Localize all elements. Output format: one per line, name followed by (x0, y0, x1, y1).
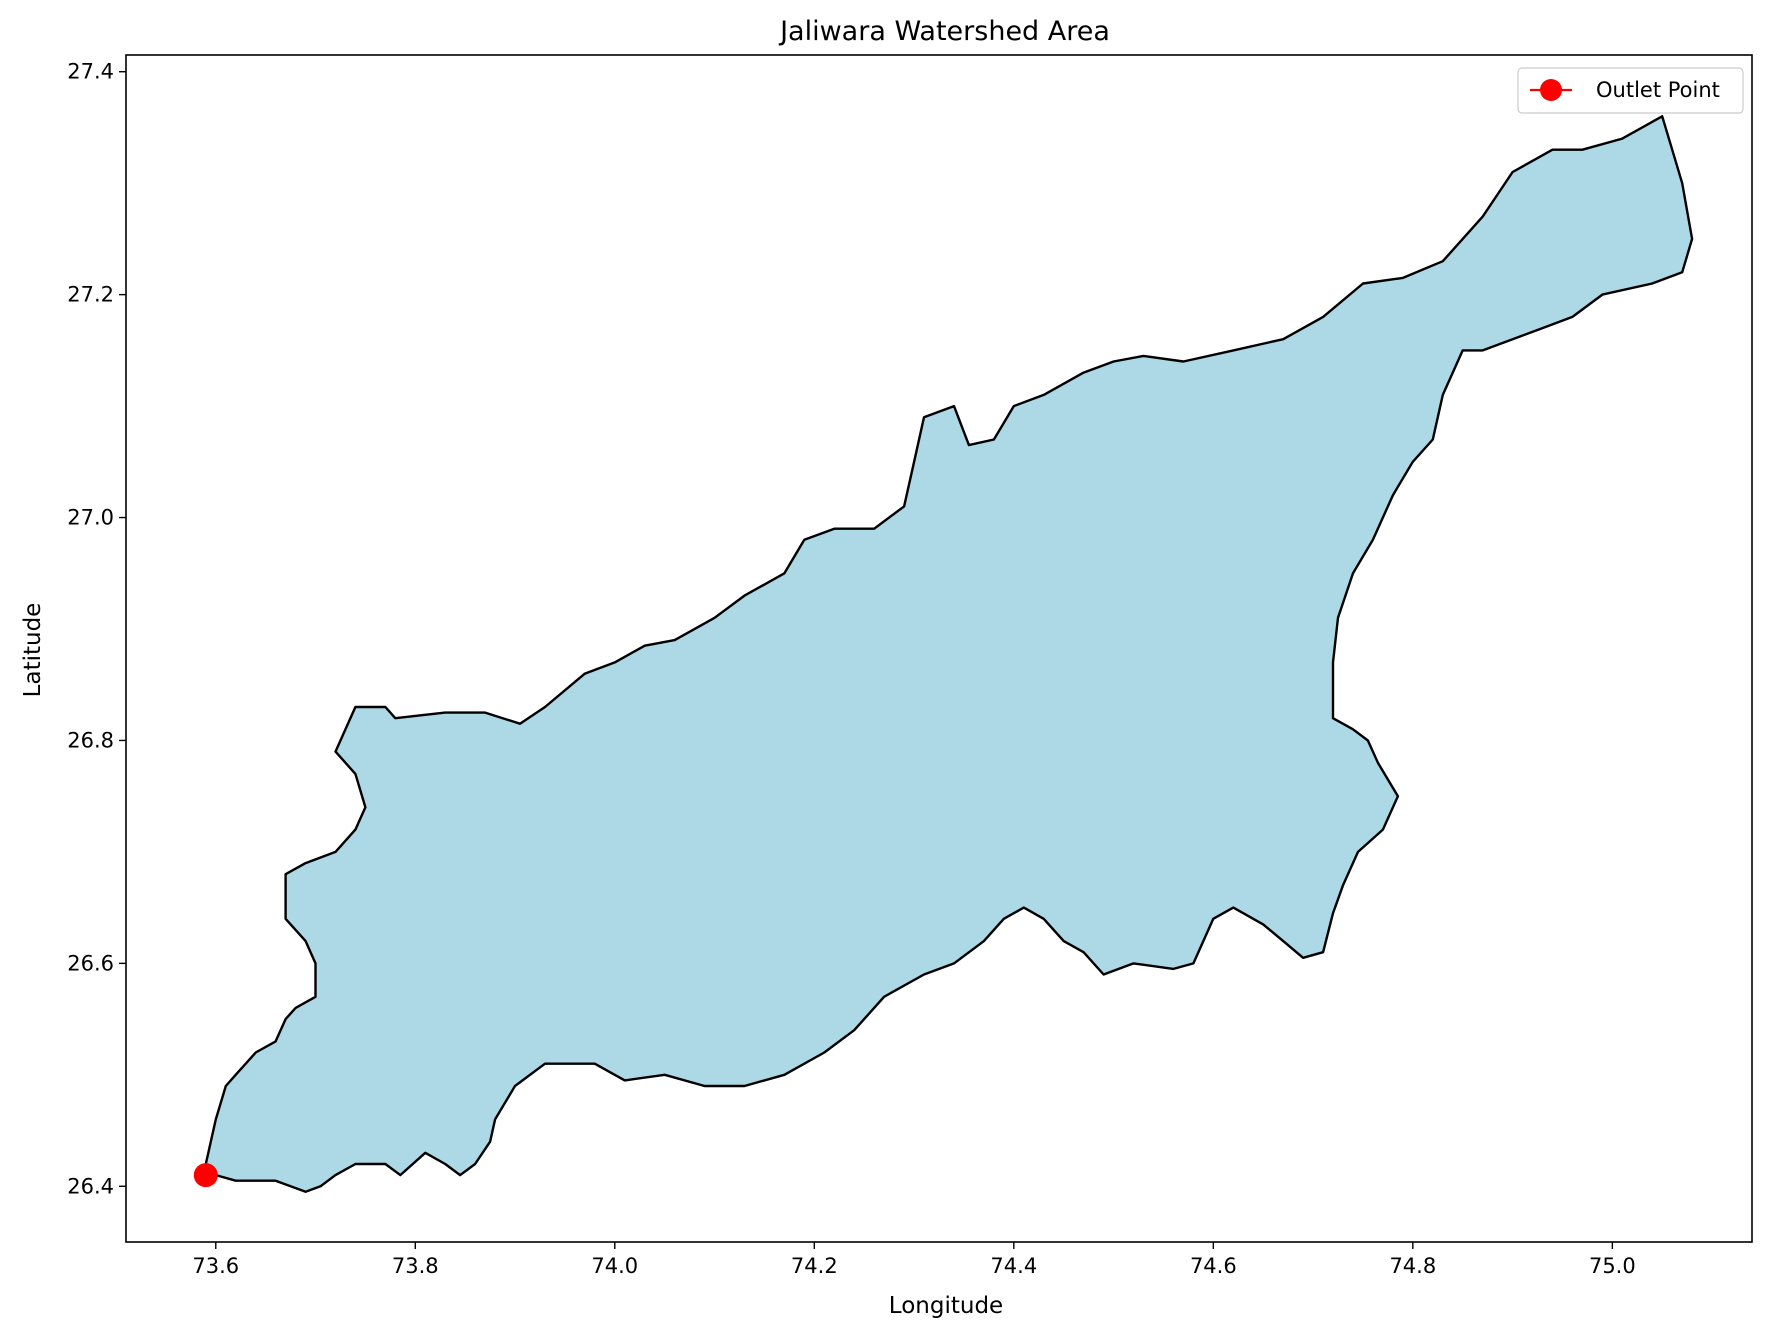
watershed-polygon (204, 115, 1694, 1193)
x-tick-label: 74.4 (990, 1254, 1037, 1278)
legend-box (1517, 67, 1744, 114)
y-tick-label: 26.4 (67, 1174, 114, 1198)
x-tick-label: 74.6 (1190, 1254, 1237, 1278)
y-tick-label: 27.4 (67, 60, 114, 84)
x-tick-label: 73.6 (192, 1254, 239, 1278)
outlet-point-dot (193, 1163, 218, 1188)
y-axis-title: Latitude (20, 603, 46, 698)
y-tick-label: 27.0 (67, 506, 114, 530)
y-axis-ticks: 26.4 26.6 26.8 27.0 27.2 27.4 (67, 60, 126, 1198)
x-tick-label: 73.8 (392, 1254, 439, 1278)
x-tick-label: 74.2 (791, 1254, 838, 1278)
legend-outlet-marker-swatch (1540, 79, 1562, 101)
y-tick-label: 27.2 (67, 283, 114, 307)
outlet-point-marker (193, 1163, 218, 1188)
plot-frame (125, 54, 1753, 1243)
x-tick-label: 75.0 (1589, 1254, 1636, 1278)
x-axis-title: Longitude (889, 1293, 1003, 1319)
x-tick-label: 74.0 (591, 1254, 638, 1278)
x-axis-ticks: 73.6 73.8 74.0 74.2 74.4 74.6 74.8 75.0 (192, 1242, 1636, 1278)
y-tick-label: 26.6 (67, 951, 114, 975)
y-tick-label: 26.8 (67, 728, 114, 752)
x-tick-label: 74.8 (1389, 1254, 1436, 1278)
legend: Outlet Point (1517, 67, 1744, 114)
legend-label-outlet-point: Outlet Point (1596, 78, 1720, 102)
chart-title: Jaliwara Watershed Area (778, 16, 1110, 47)
